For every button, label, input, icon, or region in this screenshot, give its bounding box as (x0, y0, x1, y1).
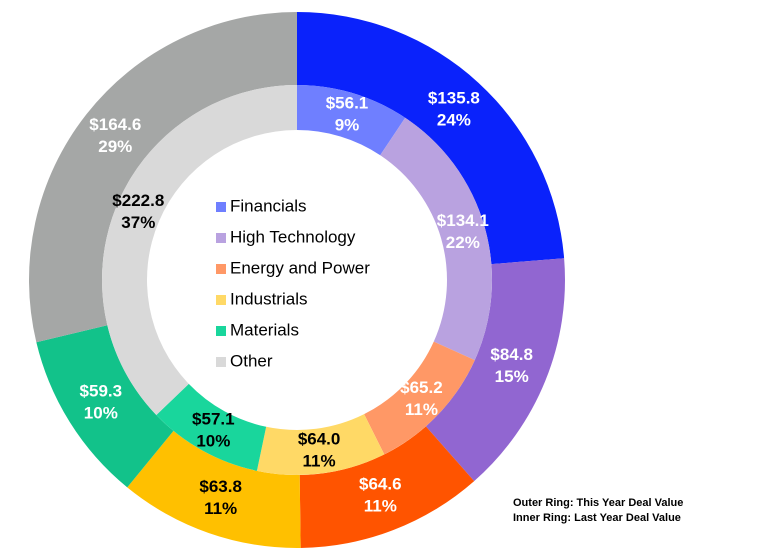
donut-segment (28, 12, 298, 343)
legend-swatch (216, 264, 226, 274)
value-label: $65.2 (400, 378, 443, 397)
percent-label: 10% (84, 403, 118, 422)
value-label: $59.3 (80, 381, 123, 400)
legend-label: Materials (230, 320, 299, 339)
value-label: $56.1 (326, 93, 369, 112)
value-label: $164.6 (89, 115, 141, 134)
legend-swatch (216, 295, 226, 305)
legend-swatch (216, 326, 226, 336)
donut-segment (364, 341, 475, 455)
value-label: $135.8 (428, 88, 480, 107)
percent-label: 24% (437, 110, 471, 129)
value-label: $84.8 (490, 345, 533, 364)
donut-segment (299, 426, 475, 548)
legend-label: High Technology (230, 227, 356, 246)
legend-label: Industrials (230, 289, 307, 308)
value-label: $64.0 (298, 430, 341, 449)
percent-label: 15% (495, 367, 529, 386)
donut-segment (156, 383, 267, 471)
legend-swatch (216, 202, 226, 212)
legend-label: Energy and Power (230, 258, 370, 277)
donut-segment (297, 12, 565, 265)
legend-label: Other (230, 351, 273, 370)
donut-segment (256, 414, 385, 475)
donut-segment (101, 85, 297, 416)
donut-segment (425, 258, 565, 482)
percent-label: 11% (364, 496, 397, 515)
legend-swatch (216, 357, 226, 367)
percent-label: 22% (446, 233, 480, 252)
legend-label: Financials (230, 196, 307, 215)
percent-label: 11% (303, 452, 336, 471)
percent-label: 11% (204, 499, 237, 518)
percent-label: 29% (98, 137, 132, 156)
value-label: $57.1 (192, 409, 235, 428)
value-label: $64.6 (359, 474, 402, 493)
legend-swatch (216, 233, 226, 243)
annotation: Outer Ring: This Year Deal Value (513, 497, 683, 509)
donut-segment (297, 85, 406, 156)
donut-segment (380, 117, 492, 361)
percent-label: 37% (121, 213, 155, 232)
value-label: $222.8 (112, 191, 164, 210)
donut-segment (127, 430, 301, 548)
percent-label: 10% (196, 431, 230, 450)
value-label: $134.1 (437, 211, 489, 230)
value-label: $63.8 (199, 477, 242, 496)
percent-label: 11% (405, 400, 438, 419)
percent-label: 9% (335, 115, 360, 134)
donut-segment (36, 325, 174, 488)
annotation: Inner Ring: Last Year Deal Value (513, 512, 681, 524)
